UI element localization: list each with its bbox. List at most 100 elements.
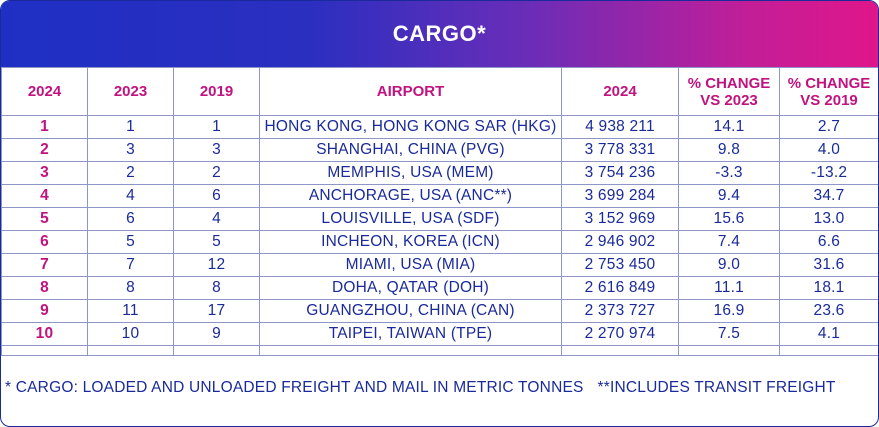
volume-2024-cell: 3 152 969 [561, 207, 679, 231]
airport-cell: LOUISVILLE, USA (SDF) [259, 207, 562, 231]
cargo-ranking-table: 2024 2023 2019 AIRPORT 2024 % CHANGE VS … [1, 67, 878, 356]
change-vs-2019-cell: 23.6 [779, 299, 878, 323]
spacer-cell [173, 345, 260, 356]
table-row: 2 3 3 SHANGHAI, CHINA (PVG) 3 778 331 9.… [1, 138, 878, 162]
title-banner: CARGO* [1, 1, 878, 67]
volume-2024-cell: 3 699 284 [561, 184, 679, 208]
rank-2024-cell: 8 [1, 276, 88, 300]
rank-2019-cell: 2 [173, 161, 260, 185]
rank-2023-cell: 3 [87, 138, 174, 162]
change-vs-2019-cell: 4.1 [779, 322, 878, 346]
table-row: 10 10 9 TAIPEI, TAIWAN (TPE) 2 270 974 7… [1, 322, 878, 346]
volume-2024-cell: 2 616 849 [561, 276, 679, 300]
rank-2019-cell: 8 [173, 276, 260, 300]
spacer-cell [87, 345, 174, 356]
rank-2024-cell: 5 [1, 207, 88, 231]
change-vs-2023-cell: 14.1 [678, 115, 780, 139]
rank-2024-cell: 9 [1, 299, 88, 323]
rank-2019-cell: 17 [173, 299, 260, 323]
airport-cell: SHANGHAI, CHINA (PVG) [259, 138, 562, 162]
rank-2023-cell: 10 [87, 322, 174, 346]
header-airport: AIRPORT [259, 67, 562, 116]
spacer-cell [1, 345, 88, 356]
rank-2019-cell: 4 [173, 207, 260, 231]
change-vs-2019-cell: 4.0 [779, 138, 878, 162]
footnote-transit-freight: **INCLUDES TRANSIT FREIGHT [597, 379, 836, 396]
change-vs-2019-cell: 13.0 [779, 207, 878, 231]
spacer-cell [561, 345, 679, 356]
spacer-cell [779, 345, 878, 356]
volume-2024-cell: 4 938 211 [561, 115, 679, 139]
rank-2019-cell: 5 [173, 230, 260, 254]
airport-cell: GUANGZHOU, CHINA (CAN) [259, 299, 562, 323]
rank-2024-cell: 10 [1, 322, 88, 346]
rank-2019-cell: 6 [173, 184, 260, 208]
change-vs-2023-cell: -3.3 [678, 161, 780, 185]
change-vs-2023-cell: 11.1 [678, 276, 780, 300]
airport-cell: ANCHORAGE, USA (ANC**) [259, 184, 562, 208]
change-vs-2023-cell: 9.4 [678, 184, 780, 208]
rank-2019-cell: 12 [173, 253, 260, 277]
rank-2023-cell: 5 [87, 230, 174, 254]
rank-2023-cell: 1 [87, 115, 174, 139]
change-vs-2023-cell: 15.6 [678, 207, 780, 231]
change-vs-2019-cell: 6.6 [779, 230, 878, 254]
table-row: 7 7 12 MIAMI, USA (MIA) 2 753 450 9.0 31… [1, 253, 878, 277]
rank-2023-cell: 8 [87, 276, 174, 300]
rank-2019-cell: 3 [173, 138, 260, 162]
footnote-line: * CARGO: LOADED AND UNLOADED FREIGHT AND… [5, 379, 836, 397]
change-vs-2023-cell: 9.0 [678, 253, 780, 277]
airport-cell: TAIPEI, TAIWAN (TPE) [259, 322, 562, 346]
table-row: 6 5 5 INCHEON, KOREA (ICN) 2 946 902 7.4… [1, 230, 878, 254]
airport-cell: HONG KONG, HONG KONG SAR (HKG) [259, 115, 562, 139]
volume-2024-cell: 3 754 236 [561, 161, 679, 185]
change-vs-2019-cell: 2.7 [779, 115, 878, 139]
rank-2024-cell: 6 [1, 230, 88, 254]
change-vs-2019-cell: 31.6 [779, 253, 878, 277]
header-rank-2023: 2023 [87, 67, 174, 116]
rank-2024-cell: 2 [1, 138, 88, 162]
spacer-cell [678, 345, 780, 356]
airport-cell: DOHA, QATAR (DOH) [259, 276, 562, 300]
volume-2024-cell: 2 373 727 [561, 299, 679, 323]
table-row: 9 11 17 GUANGZHOU, CHINA (CAN) 2 373 727… [1, 299, 878, 323]
rank-2023-cell: 7 [87, 253, 174, 277]
rank-2023-cell: 2 [87, 161, 174, 185]
change-vs-2019-cell: 18.1 [779, 276, 878, 300]
table-row: 4 4 6 ANCHORAGE, USA (ANC**) 3 699 284 9… [1, 184, 878, 208]
header-rank-2019: 2019 [173, 67, 260, 116]
airport-cell: MIAMI, USA (MIA) [259, 253, 562, 277]
spacer-cell [259, 345, 562, 356]
header-rank-2024: 2024 [1, 67, 88, 116]
header-change-vs-2023: % CHANGE VS 2023 [678, 67, 780, 116]
change-vs-2023-cell: 16.9 [678, 299, 780, 323]
change-vs-2019-cell: -13.2 [779, 161, 878, 185]
rank-2023-cell: 6 [87, 207, 174, 231]
header-change-vs-2019: % CHANGE VS 2019 [779, 67, 878, 116]
airport-cell: INCHEON, KOREA (ICN) [259, 230, 562, 254]
table-row: 3 2 2 MEMPHIS, USA (MEM) 3 754 236 -3.3 … [1, 161, 878, 185]
rank-2024-cell: 4 [1, 184, 88, 208]
change-vs-2019-cell: 34.7 [779, 184, 878, 208]
change-vs-2023-cell: 7.4 [678, 230, 780, 254]
volume-2024-cell: 3 778 331 [561, 138, 679, 162]
rank-2024-cell: 3 [1, 161, 88, 185]
volume-2024-cell: 2 753 450 [561, 253, 679, 277]
table-row: 8 8 8 DOHA, QATAR (DOH) 2 616 849 11.1 1… [1, 276, 878, 300]
rank-2023-cell: 4 [87, 184, 174, 208]
footnote-cargo-definition: * CARGO: LOADED AND UNLOADED FREIGHT AND… [5, 379, 584, 396]
rank-2023-cell: 11 [87, 299, 174, 323]
banner-title: CARGO* [392, 21, 487, 46]
airport-cell: MEMPHIS, USA (MEM) [259, 161, 562, 185]
change-vs-2023-cell: 9.8 [678, 138, 780, 162]
header-row: 2024 2023 2019 AIRPORT 2024 % CHANGE VS … [1, 67, 878, 116]
table-row: 5 6 4 LOUISVILLE, USA (SDF) 3 152 969 15… [1, 207, 878, 231]
header-volume-2024: 2024 [561, 67, 679, 116]
volume-2024-cell: 2 270 974 [561, 322, 679, 346]
change-vs-2023-cell: 7.5 [678, 322, 780, 346]
table-bottom-spacer-row [1, 345, 878, 356]
rank-2019-cell: 9 [173, 322, 260, 346]
rank-2019-cell: 1 [173, 115, 260, 139]
table-row: 1 1 1 HONG KONG, HONG KONG SAR (HKG) 4 9… [1, 115, 878, 139]
